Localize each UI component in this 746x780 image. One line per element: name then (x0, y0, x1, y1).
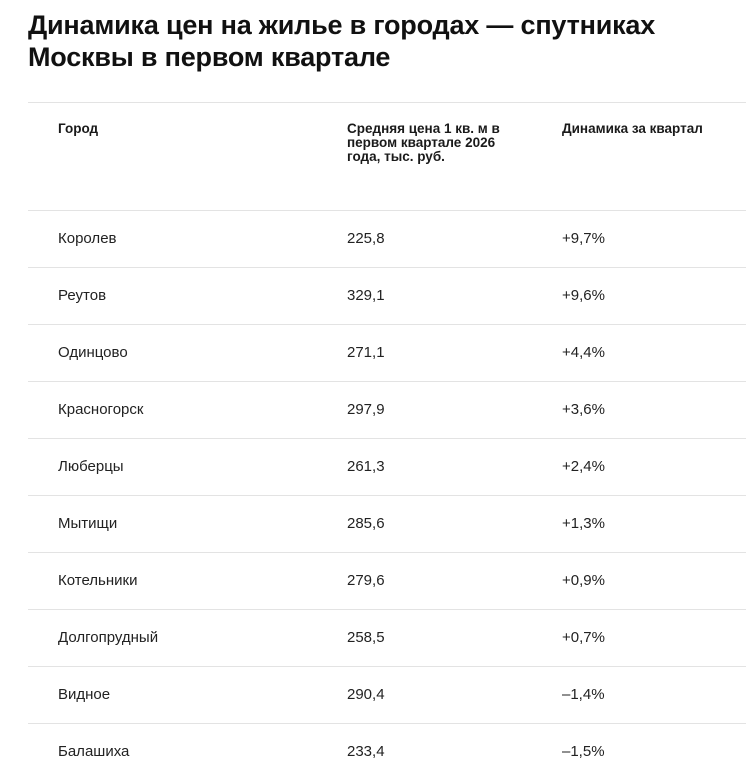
dynamics-cell: +0,9% (562, 572, 605, 589)
city-cell: Люберцы (58, 458, 124, 475)
table-row: Одинцово 271,1 +4,4% (28, 325, 746, 382)
column-header-dynamics: Динамика за квартал (562, 121, 703, 136)
dynamics-cell: +1,3% (562, 515, 605, 532)
dynamics-cell: +9,6% (562, 287, 605, 304)
price-table: Город Средняя цена 1 кв. м в первом квар… (28, 102, 746, 780)
city-cell: Мытищи (58, 515, 118, 532)
city-cell: Одинцово (58, 344, 128, 361)
dynamics-cell: –1,5% (562, 743, 605, 760)
price-cell: 258,5 (347, 629, 385, 646)
column-header-city: Город (58, 121, 99, 136)
price-cell: 271,1 (347, 344, 385, 361)
price-cell: 225,8 (347, 230, 385, 247)
dynamics-cell: –1,4% (562, 686, 605, 703)
price-cell: 290,4 (347, 686, 385, 703)
price-cell: 279,6 (347, 572, 385, 589)
page-title: Динамика цен на жилье в городах — спутни… (28, 10, 656, 72)
city-cell: Красногорск (58, 401, 144, 418)
dynamics-cell: +2,4% (562, 458, 605, 475)
dynamics-cell: +3,6% (562, 401, 605, 418)
column-header-price: Средняя цена 1 кв. м в первом квартале 2… (347, 121, 500, 164)
table-row: Балашиха 233,4 –1,5% (28, 724, 746, 780)
price-cell: 233,4 (347, 743, 385, 760)
city-cell: Реутов (58, 287, 107, 304)
dynamics-cell: +4,4% (562, 344, 605, 361)
city-cell: Видное (58, 686, 111, 703)
table-row: Долгопрудный 258,5 +0,7% (28, 610, 746, 667)
city-cell: Балашиха (58, 743, 130, 760)
dynamics-cell: +0,7% (562, 629, 605, 646)
table-row: Видное 290,4 –1,4% (28, 667, 746, 724)
city-cell: Долгопрудный (58, 629, 159, 646)
city-cell: Котельники (58, 572, 138, 589)
city-cell: Королев (58, 230, 117, 247)
table-row: Мытищи 285,6 +1,3% (28, 496, 746, 553)
table-row: Реутов 329,1 +9,6% (28, 268, 746, 325)
price-cell: 261,3 (347, 458, 385, 475)
table-row: Королев 225,8 +9,7% (28, 211, 746, 268)
price-cell: 297,9 (347, 401, 385, 418)
dynamics-cell: +9,7% (562, 230, 605, 247)
table-row: Котельники 279,6 +0,9% (28, 553, 746, 610)
price-cell: 285,6 (347, 515, 385, 532)
table-row: Красногорск 297,9 +3,6% (28, 382, 746, 439)
table-row: Люберцы 261,3 +2,4% (28, 439, 746, 496)
price-cell: 329,1 (347, 287, 385, 304)
table-header-row: Город Средняя цена 1 кв. м в первом квар… (28, 103, 746, 211)
